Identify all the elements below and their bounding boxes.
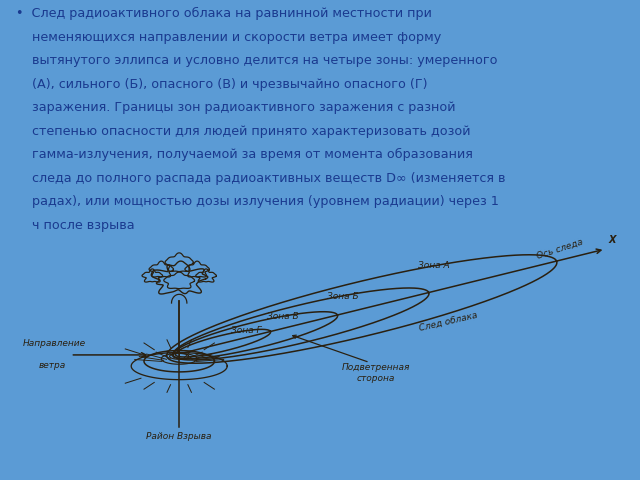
Text: Район Взрыва: Район Взрыва [147,432,212,442]
Text: Подветренная: Подветренная [342,362,410,372]
Text: След облака: След облака [418,311,478,333]
Text: заражения. Границы зон радиоактивного заражения с разной: заражения. Границы зон радиоактивного за… [16,101,456,114]
Text: Направление: Направление [22,339,86,348]
Text: следа до полного распада радиоактивных веществ D∞ (изменяется в: следа до полного распада радиоактивных в… [16,172,506,185]
Text: Ось следа: Ось следа [536,238,584,261]
Text: Зона Г: Зона Г [231,326,262,335]
Text: степенью опасности для людей принято характеризовать дозой: степенью опасности для людей принято хар… [16,125,470,138]
Text: вытянутого эллипса и условно делится на четыре зоны: умеренного: вытянутого эллипса и условно делится на … [16,54,497,67]
Text: гамма-излучения, получаемой за время от момента образования: гамма-излучения, получаемой за время от … [16,148,473,161]
Text: ч после взрыва: ч после взрыва [16,219,134,232]
Text: Зона Б: Зона Б [328,292,359,301]
Text: неменяющихся направлении и скорости ветра имеет форму: неменяющихся направлении и скорости ветр… [16,31,441,44]
Text: ветра: ветра [38,361,66,370]
Text: сторона: сторона [357,374,396,383]
Text: радах), или мощностью дозы излучения (уровнем радиации) через 1: радах), или мощностью дозы излучения (ур… [16,195,499,208]
Text: Зона В: Зона В [267,312,298,321]
Text: (А), сильного (Б), опасного (В) и чрезвычайно опасного (Г): (А), сильного (Б), опасного (В) и чрезвы… [16,78,428,91]
Text: Зона А: Зона А [418,261,450,270]
Text: •  След радиоактивного облака на равнинной местности при: • След радиоактивного облака на равнинно… [16,7,432,20]
Text: X: X [609,235,616,245]
